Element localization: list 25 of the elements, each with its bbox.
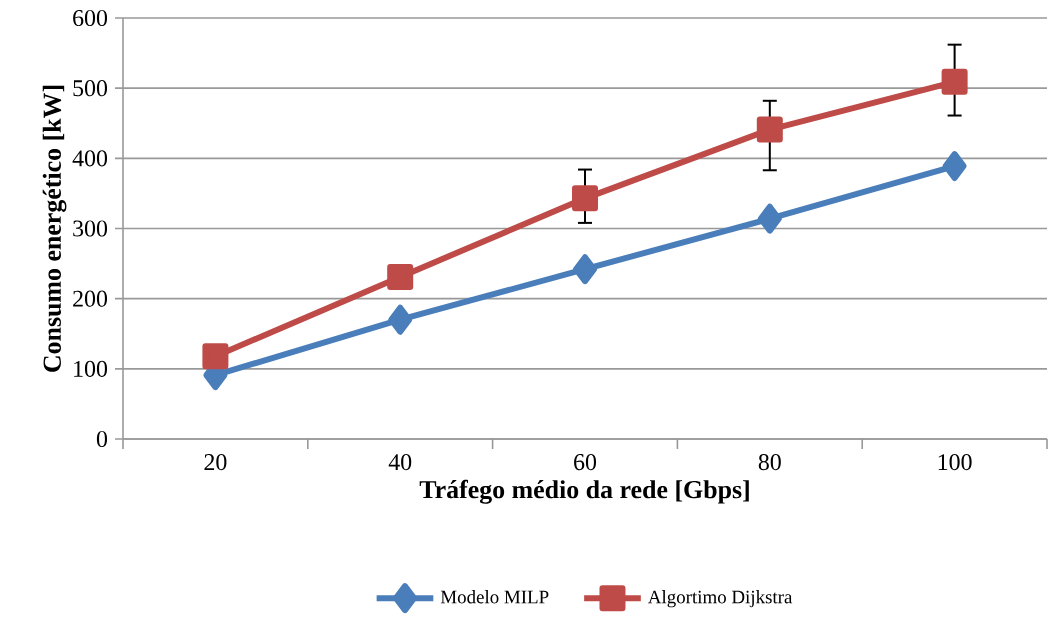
y-tick-label: 100 bbox=[74, 360, 108, 377]
x-tick-label: 60 bbox=[574, 454, 597, 471]
x-tick-label: 80 bbox=[758, 454, 781, 471]
y-tick-label: 200 bbox=[73, 290, 108, 307]
point bbox=[388, 304, 413, 335]
point bbox=[757, 203, 782, 234]
point bbox=[941, 68, 968, 95]
x-tick-label: 100 bbox=[938, 454, 972, 471]
y-tick-label: 300 bbox=[73, 220, 108, 237]
point bbox=[387, 263, 414, 290]
y-tick-label: 0 bbox=[96, 430, 108, 448]
x-axis-title: Tráfego médio da rede [Gbps] bbox=[419, 479, 749, 504]
point bbox=[756, 116, 783, 143]
x-tick-label: 40 bbox=[388, 454, 412, 471]
point bbox=[202, 343, 229, 370]
y-tick-label: 400 bbox=[72, 150, 108, 167]
point bbox=[572, 185, 599, 212]
x-tick-label: 20 bbox=[204, 454, 227, 471]
legend-label: Algortimo Dijkstra bbox=[648, 590, 793, 608]
point bbox=[573, 254, 598, 285]
y-tick-label: 500 bbox=[73, 80, 108, 97]
legend-label: Modelo MILP bbox=[440, 590, 549, 604]
point bbox=[942, 151, 967, 182]
y-tick-label: 600 bbox=[73, 9, 108, 27]
y-axis-title: Consumo energético [kW] bbox=[42, 85, 67, 372]
